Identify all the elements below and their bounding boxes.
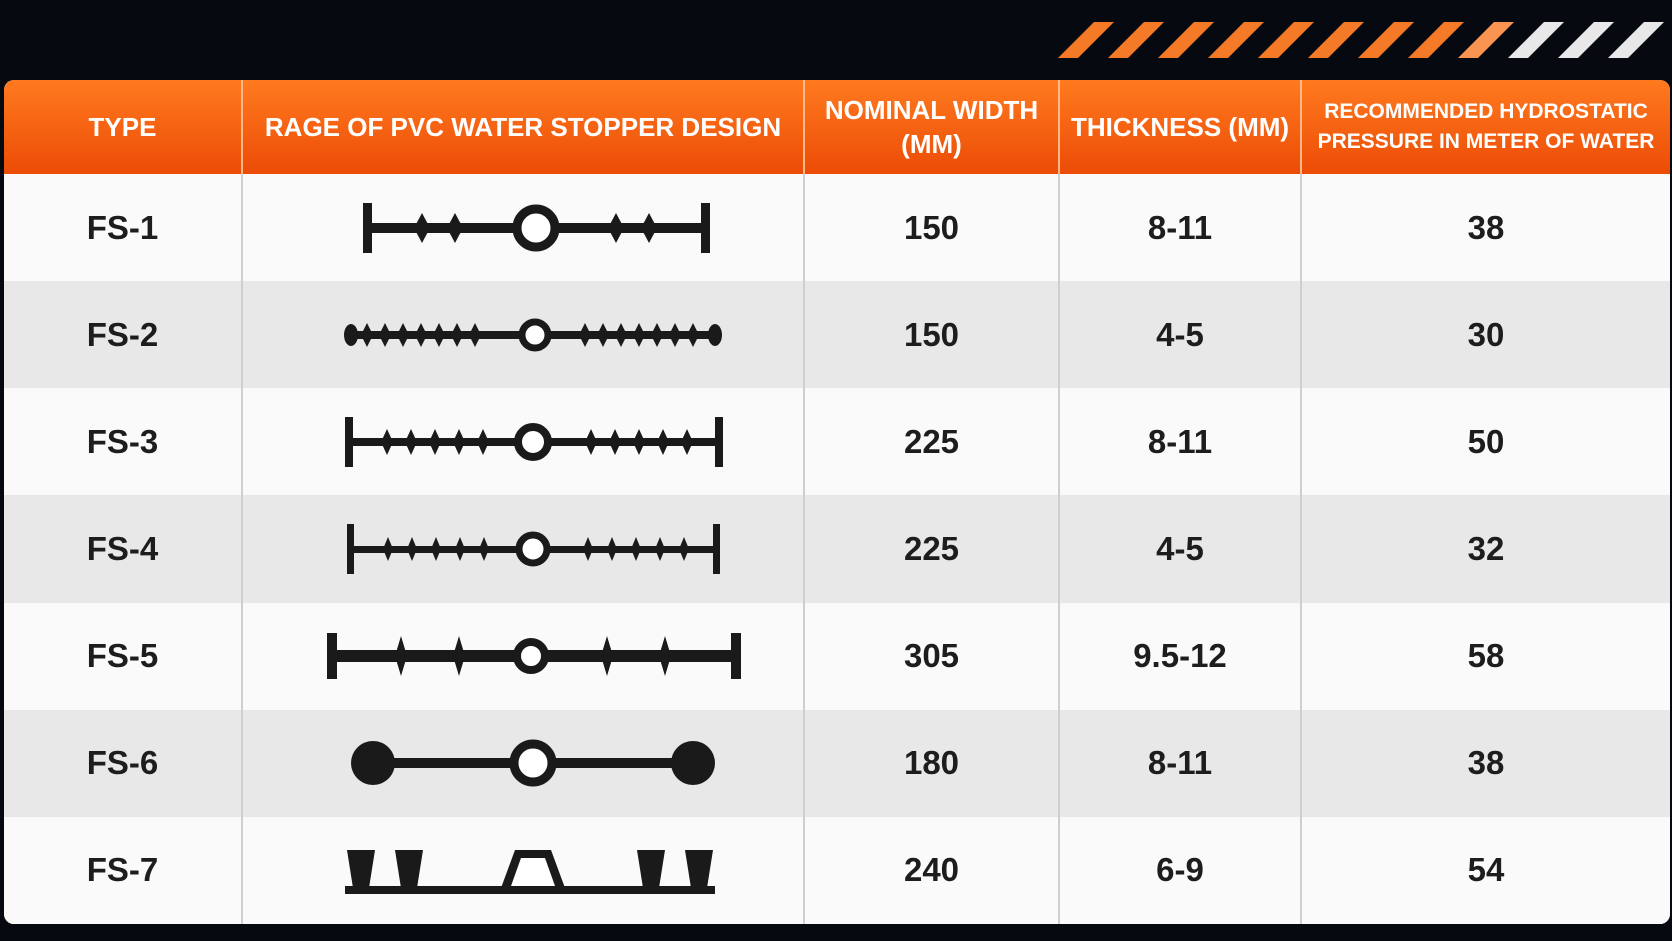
thickness-cell: 4-5 [1059, 281, 1302, 389]
design-cell [242, 816, 805, 924]
table-row: FS-5 305 9.5-12 58 [4, 602, 1670, 710]
header-pressure: RECOMMENDED HYDROSTATIC PRESSURE IN METE… [1301, 80, 1670, 174]
design-cell [242, 281, 805, 389]
fs-2-profile-icon [344, 318, 722, 352]
thickness-cell: 8-11 [1059, 174, 1302, 282]
type-cell: FS-6 [4, 709, 243, 817]
pressure-cell: 38 [1301, 709, 1670, 817]
fs-7-profile-icon [345, 850, 715, 895]
fs-5-profile-icon [327, 633, 741, 680]
pressure-cell: 54 [1301, 816, 1670, 924]
table-row: FS-6 180 8-11 38 [4, 709, 1670, 817]
design-cell [242, 602, 805, 710]
table-row: FS-1 150 8-11 38 [4, 174, 1670, 282]
header-thickness: THICKNESS (MM) [1059, 80, 1302, 174]
pressure-cell: 50 [1301, 388, 1670, 496]
width-cell: 150 [804, 281, 1060, 389]
table-row: FS-2 [4, 281, 1670, 389]
width-cell: 225 [804, 495, 1060, 603]
decorative-stripes [1058, 22, 1664, 58]
pressure-cell: 32 [1301, 495, 1670, 603]
thickness-cell: 9.5-12 [1059, 602, 1302, 710]
header-row: TYPE RAGE OF PVC WATER STOPPER DESIGN NO… [4, 80, 1670, 174]
type-cell: FS-7 [4, 816, 243, 924]
pressure-cell: 58 [1301, 602, 1670, 710]
header-width: NOMINAL WIDTH (MM) [804, 80, 1060, 174]
width-cell: 150 [804, 174, 1060, 282]
pressure-cell: 38 [1301, 174, 1670, 282]
width-cell: 225 [804, 388, 1060, 496]
water-stopper-table: TYPE RAGE OF PVC WATER STOPPER DESIGN NO… [4, 80, 1670, 924]
table-row: FS-4 [4, 495, 1670, 603]
fs-1-profile-icon [363, 202, 710, 253]
type-cell: FS-5 [4, 602, 243, 710]
header-type: TYPE [4, 80, 243, 174]
pressure-cell: 30 [1301, 281, 1670, 389]
table-row: FS-3 [4, 388, 1670, 496]
fs-3-profile-icon [345, 416, 723, 467]
type-cell: FS-3 [4, 388, 243, 496]
design-cell [242, 174, 805, 282]
thickness-cell: 8-11 [1059, 709, 1302, 817]
fs-6-profile-icon [351, 739, 715, 787]
width-cell: 240 [804, 816, 1060, 924]
design-cell [242, 388, 805, 496]
design-cell [242, 495, 805, 603]
thickness-cell: 6-9 [1059, 816, 1302, 924]
header-design: RAGE OF PVC WATER STOPPER DESIGN [242, 80, 805, 174]
thickness-cell: 4-5 [1059, 495, 1302, 603]
design-cell [242, 709, 805, 817]
width-cell: 305 [804, 602, 1060, 710]
table-row: FS-7 240 6-9 54 [4, 816, 1670, 924]
fs-4-profile-icon [347, 523, 720, 574]
type-cell: FS-2 [4, 281, 243, 389]
type-cell: FS-1 [4, 174, 243, 282]
thickness-cell: 8-11 [1059, 388, 1302, 496]
type-cell: FS-4 [4, 495, 243, 603]
width-cell: 180 [804, 709, 1060, 817]
